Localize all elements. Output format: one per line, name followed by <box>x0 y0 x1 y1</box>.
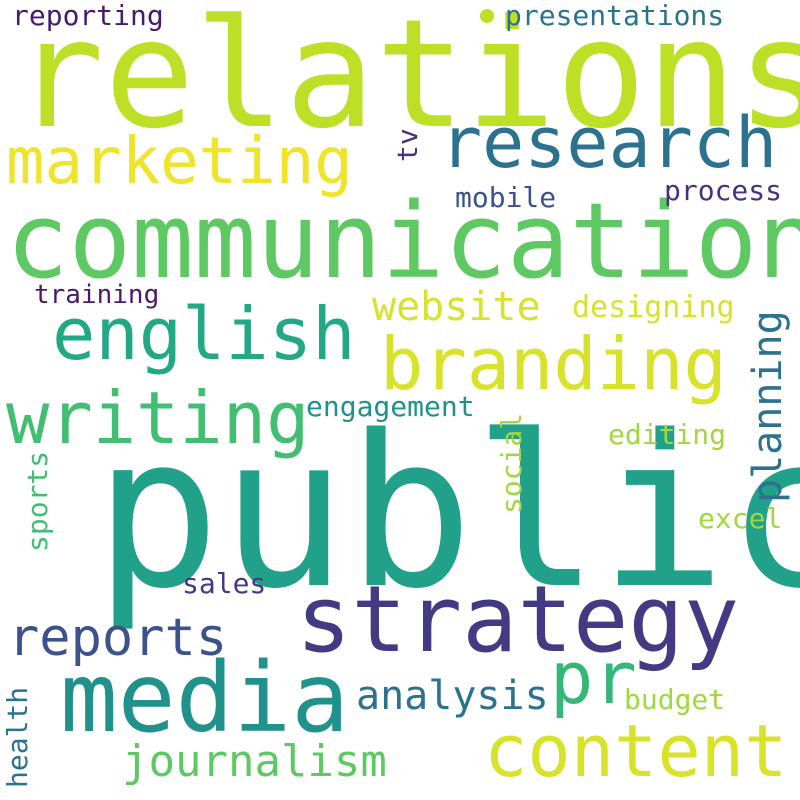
word-marketing: marketing <box>6 125 353 199</box>
word-strategy: strategy <box>296 566 740 673</box>
word-journalism: journalism <box>122 736 387 787</box>
word-reports: reports <box>8 608 228 668</box>
word-mobile: mobile <box>455 181 557 214</box>
word-research: research <box>440 102 778 184</box>
word-planning[interactable]: planning <box>745 310 791 503</box>
word-relations: relations <box>14 0 800 162</box>
word-health: health <box>1 686 34 788</box>
word-editing: editing <box>608 418 727 451</box>
word-branding: branding <box>380 322 727 406</box>
word-social: social <box>495 412 528 514</box>
word-english: english <box>52 292 356 376</box>
word-presentations: presentations <box>505 0 725 32</box>
word-pr: pr <box>550 636 637 720</box>
word-process: process <box>664 174 783 207</box>
word-reporting: reporting <box>12 0 164 32</box>
word-media: media <box>60 642 349 754</box>
word-sales: sales <box>182 567 267 600</box>
word-analysis: analysis <box>356 673 549 719</box>
word-content: content <box>484 709 788 793</box>
word-public: public <box>94 390 800 635</box>
word-communication: communication <box>6 180 800 302</box>
word-designing: designing <box>572 290 735 325</box>
word-writing: writing <box>6 376 310 460</box>
word-budget: budget <box>624 683 726 716</box>
word-engagement: engagement <box>306 390 475 423</box>
word-sports: sports <box>21 450 54 552</box>
word-tv: tv <box>391 128 424 162</box>
word-training: training <box>34 280 160 310</box>
dot-mark <box>480 9 494 23</box>
word-website: website <box>372 284 541 330</box>
word-excel: excel <box>698 502 783 535</box>
